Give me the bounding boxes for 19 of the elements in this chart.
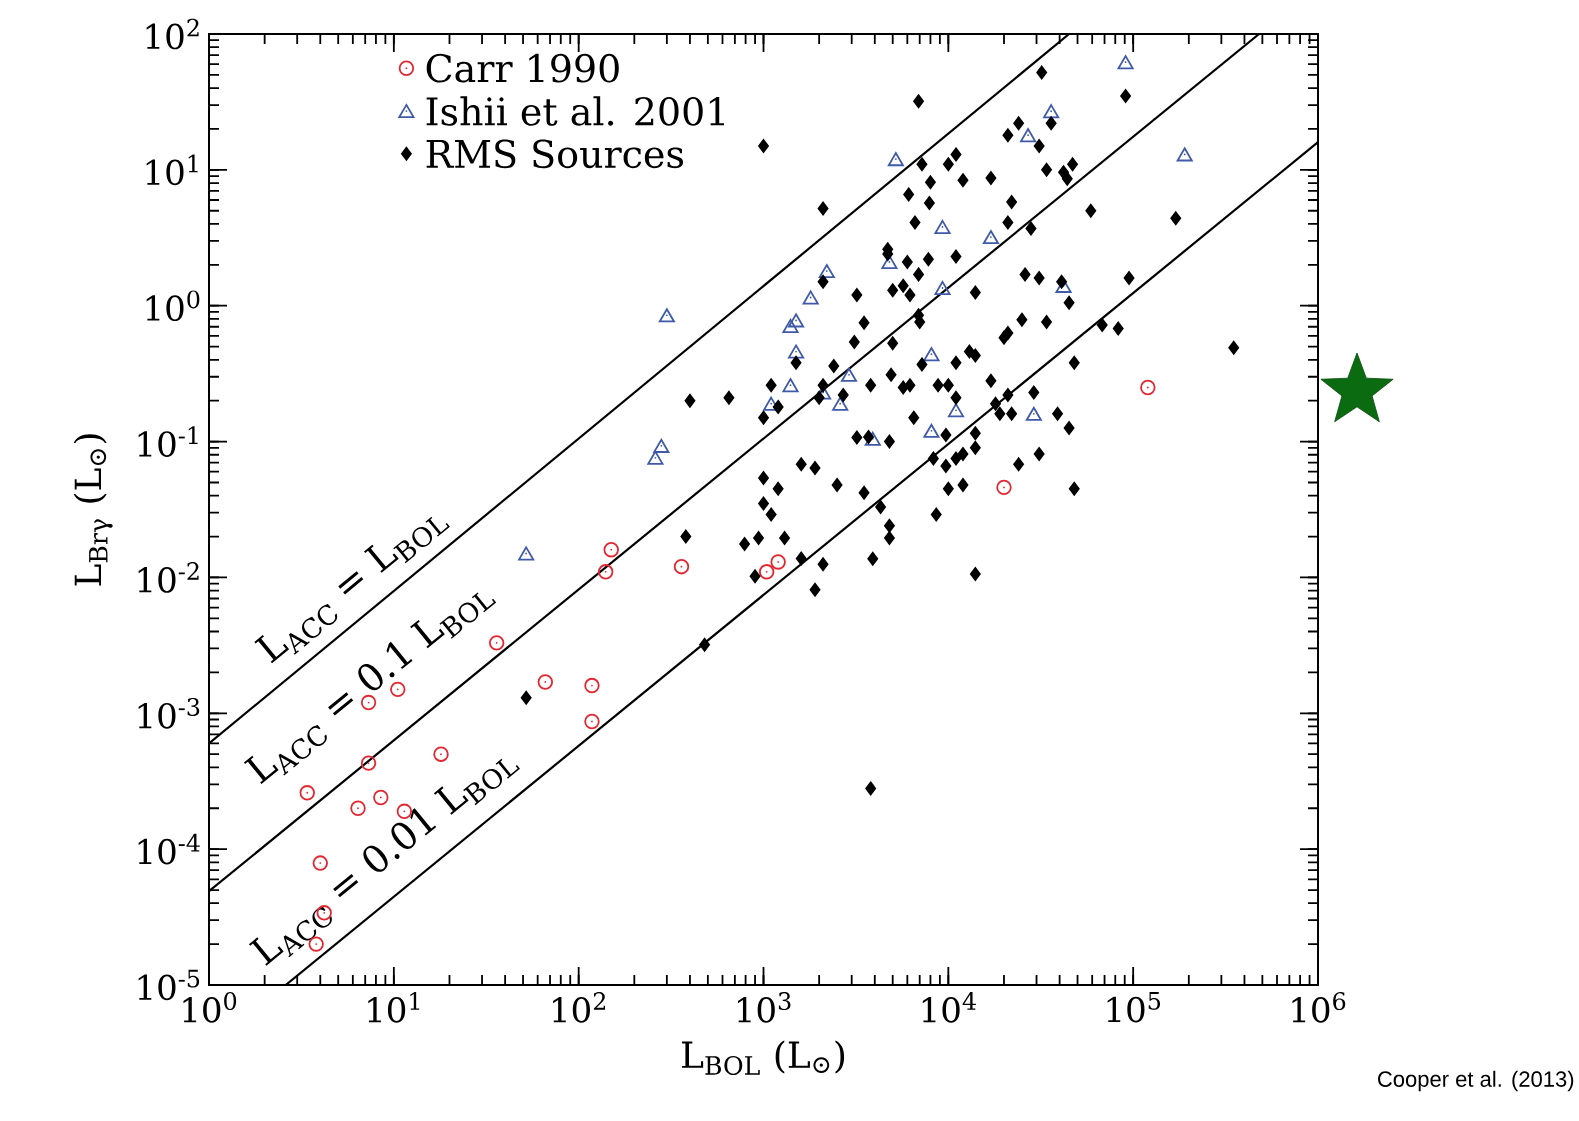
- y-tick-label: 10$^{0}$: [146, 290, 200, 322]
- x-tick-label: 10$^{4}$: [922, 992, 976, 1023]
- y-tick-label: 10$^{-3}$: [138, 697, 200, 729]
- x-tick-label: 10$^{6}$: [1292, 992, 1346, 1023]
- x-tick-label: 10$^{2}$: [553, 992, 606, 1023]
- y-tick-label: 10$^{-4}$: [138, 833, 200, 865]
- x-tick-label: 10$^{5}$: [1107, 992, 1161, 1023]
- legend-label: RMS Sources: [426, 139, 683, 169]
- y-tick-label: 10$^{-2}$: [138, 562, 199, 593]
- legend-label: Ishii et al. 2001: [426, 96, 725, 126]
- text: Cooper et al. (2013): [1378, 1070, 1574, 1092]
- x-tick-label: 10$^{1}$: [368, 992, 420, 1023]
- legend-label: Carr 1990: [426, 53, 619, 83]
- y-tick-label: 10$^{1}$: [146, 154, 198, 186]
- y-tick-label: 10$^{-1}$: [138, 426, 198, 457]
- x-tick-label: 10$^{3}$: [737, 992, 791, 1023]
- x-axis-title: L$_{BOL}$ (L$_{⊙}$): [682, 1040, 845, 1075]
- y-axis-title: L$_{Brγ}$ (L$_{⊙}$): [73, 434, 113, 586]
- y-tick-label: 10$^{2}$: [146, 18, 199, 50]
